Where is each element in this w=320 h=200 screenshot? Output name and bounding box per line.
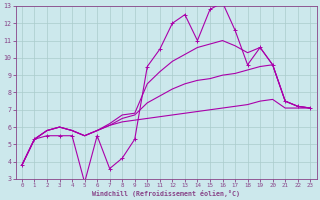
X-axis label: Windchill (Refroidissement éolien,°C): Windchill (Refroidissement éolien,°C) [92, 190, 240, 197]
